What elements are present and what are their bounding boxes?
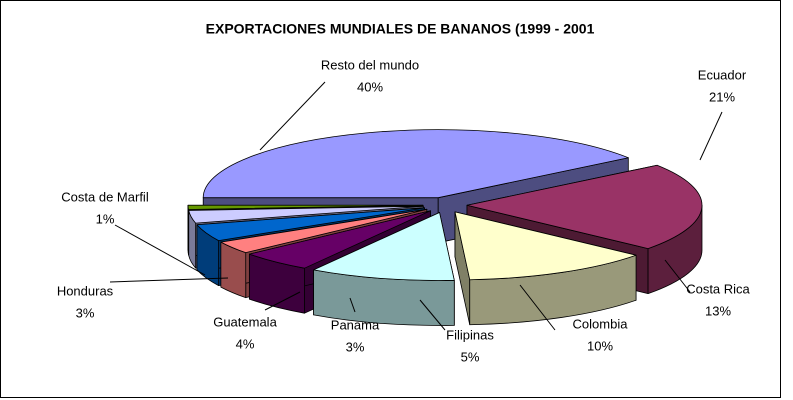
leader-line <box>519 284 556 331</box>
chart-title: EXPORTACIONES MUNDIALES DE BANANOS (1999… <box>206 21 595 37</box>
slice <box>313 212 455 326</box>
slice-top <box>454 211 637 281</box>
slice <box>454 211 637 326</box>
slice-label: Resto del mundo <box>321 57 419 72</box>
slice-value-label: 5% <box>461 349 480 364</box>
slice-value-label: 13% <box>705 303 731 318</box>
slice-label: Costa Rica <box>686 281 750 296</box>
slice-top <box>466 164 703 249</box>
slice-label: Colombia <box>573 316 629 331</box>
leader-line <box>114 224 206 276</box>
leader-line <box>109 277 229 283</box>
slice-value-label: 21% <box>709 89 735 104</box>
slice-value-label: 4% <box>236 336 255 351</box>
slice-label: Panama <box>331 317 380 332</box>
leader-line <box>664 259 691 293</box>
leader-line <box>259 81 326 151</box>
slice-top <box>202 129 629 199</box>
leader-line <box>419 299 446 331</box>
leader-line <box>264 291 301 311</box>
slice-top <box>248 210 431 269</box>
slice-label: Guatemala <box>213 314 277 329</box>
slice-label: Costa de Marfil <box>61 189 149 204</box>
slice-top <box>220 208 428 254</box>
slice-label: Ecuador <box>698 67 747 82</box>
labels: Resto del mundo 40% Ecuador 21% Costa Rica 13… <box>57 57 751 364</box>
leader-line <box>349 297 356 313</box>
slice-value-label: 10% <box>587 338 613 353</box>
slice-value-label: 40% <box>357 79 383 94</box>
slice-value-label: 1% <box>96 211 115 226</box>
slice-label: Filipinas <box>446 327 494 342</box>
slice-top <box>187 204 424 210</box>
slice-label: Honduras <box>57 283 114 298</box>
leader-line <box>699 111 723 161</box>
slice-value-label: 3% <box>346 339 365 354</box>
slice-top <box>188 205 424 224</box>
pie <box>187 129 703 326</box>
slice-value-label: 3% <box>76 305 95 320</box>
slice-top <box>313 212 455 281</box>
slice-top <box>196 207 425 241</box>
